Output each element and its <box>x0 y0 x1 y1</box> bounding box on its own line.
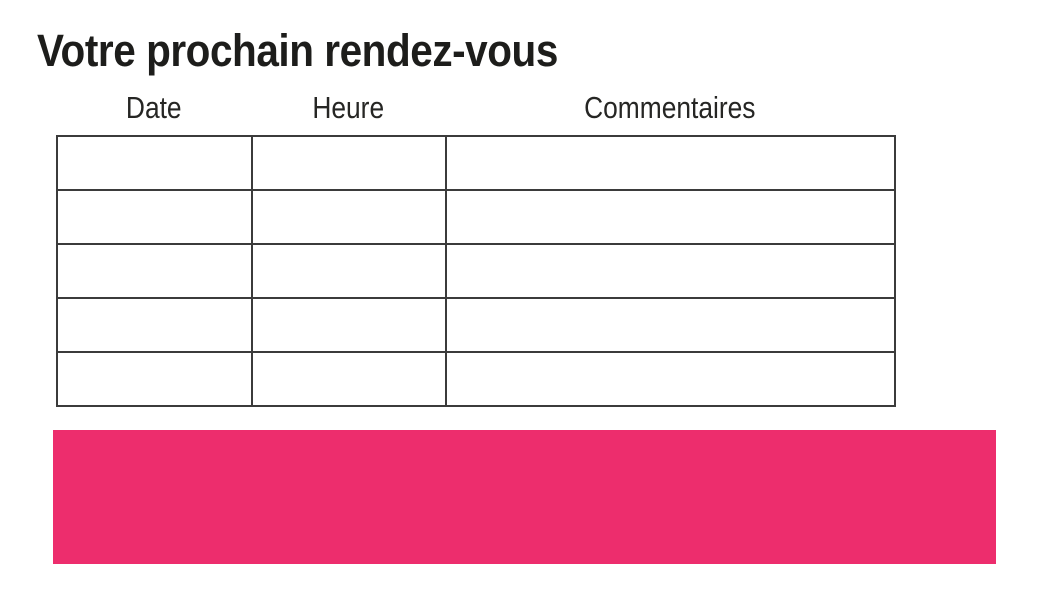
column-header-date: Date <box>125 90 182 125</box>
table-cell <box>251 351 447 407</box>
table-cell <box>445 297 896 353</box>
table-cell <box>445 351 896 407</box>
page-title-text: Votre prochain rendez-vous <box>37 25 558 76</box>
table-cell <box>251 189 447 245</box>
table-cell <box>56 135 253 191</box>
table-cell <box>251 243 447 299</box>
table-row <box>56 189 896 245</box>
table-cell <box>445 243 896 299</box>
appointments-table-body <box>56 135 896 407</box>
table-cell <box>445 135 896 191</box>
table-cell <box>56 189 253 245</box>
table-cell <box>56 243 253 299</box>
page-title: Votre prochain rendez-vous <box>37 28 616 73</box>
column-header-commentaires: Commentaires <box>583 90 756 125</box>
table-row <box>56 297 896 353</box>
table-cell <box>251 135 447 191</box>
table-row <box>56 135 896 191</box>
table-cell <box>251 297 447 353</box>
appointments-table <box>56 135 896 407</box>
table-cell <box>56 351 253 407</box>
table-row <box>56 243 896 299</box>
table-cell <box>56 297 253 353</box>
table-header-row: Date Heure Commentaires <box>56 92 894 123</box>
table-row <box>56 351 896 407</box>
column-header-heure: Heure <box>312 90 384 125</box>
table-cell <box>445 189 896 245</box>
highlight-banner <box>53 430 996 564</box>
